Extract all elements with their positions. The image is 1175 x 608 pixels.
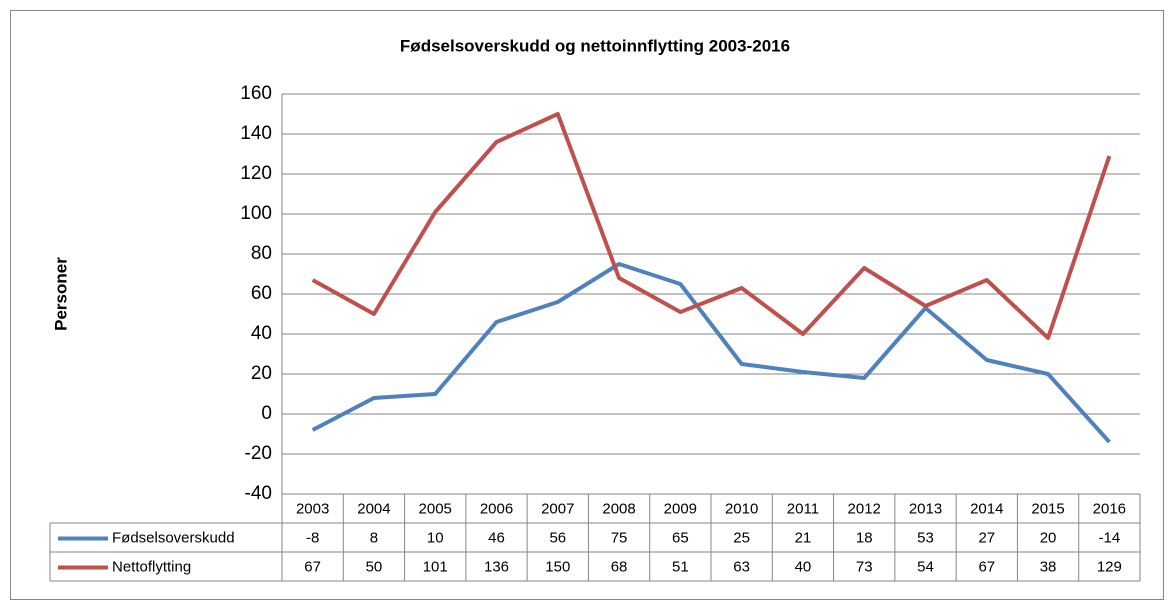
- table-value: 68: [611, 558, 628, 575]
- data-line: [311, 112, 1112, 340]
- table-value: -8: [306, 529, 319, 546]
- x-tick-label: 2013: [909, 500, 942, 517]
- table-value: 65: [672, 529, 689, 546]
- x-tick-label: 2009: [664, 500, 697, 517]
- x-tick-label: 2008: [602, 500, 635, 517]
- y-tick-label: 140: [240, 123, 272, 144]
- table-value: 67: [978, 558, 995, 575]
- table-value: 63: [733, 558, 750, 575]
- chart-border: [10, 10, 1164, 600]
- table-value: 50: [366, 558, 383, 575]
- y-tick-label: 60: [251, 283, 272, 304]
- x-tick-label: 2005: [419, 500, 452, 517]
- x-tick-label: 2004: [357, 500, 390, 517]
- table-value: 46: [488, 529, 505, 546]
- table-value: 101: [423, 558, 448, 575]
- table-value: 150: [545, 558, 570, 575]
- table-value: 10: [427, 529, 444, 546]
- x-tick-label: 2016: [1093, 500, 1126, 517]
- y-tick-label: 40: [251, 323, 272, 344]
- legend-label: Nettoflytting: [112, 558, 191, 575]
- table-value: 67: [304, 558, 321, 575]
- x-tick-label: 2015: [1031, 500, 1064, 517]
- legend-label: Fødselsoverskudd: [112, 529, 235, 546]
- table-value: 25: [733, 529, 750, 546]
- table-value: 40: [795, 558, 812, 575]
- y-tick-label: -40: [245, 483, 272, 504]
- table-value: 54: [917, 558, 934, 575]
- table-value: 51: [672, 558, 689, 575]
- x-tick-label: 2012: [848, 500, 881, 517]
- x-tick-label: 2007: [541, 500, 574, 517]
- y-tick-label: 120: [240, 163, 272, 184]
- data-line: [311, 262, 1111, 444]
- table-value: 27: [978, 529, 995, 546]
- x-tick-label: 2006: [480, 500, 513, 517]
- table-value: 73: [856, 558, 873, 575]
- y-tick-label: 0: [261, 403, 272, 424]
- table-value: 129: [1097, 558, 1122, 575]
- y-tick-label: -20: [245, 443, 272, 464]
- table-value: 8: [370, 529, 378, 546]
- table-value: 20: [1040, 529, 1057, 546]
- table-value: 18: [856, 529, 873, 546]
- table-value: 21: [795, 529, 812, 546]
- table-value: 38: [1040, 558, 1057, 575]
- x-tick-label: 2014: [970, 500, 1003, 517]
- table-value: -14: [1099, 529, 1121, 546]
- x-tick-label: 2011: [787, 500, 819, 517]
- y-tick-label: 80: [251, 243, 272, 264]
- y-tick-label: 160: [240, 83, 272, 104]
- x-tick-label: 2003: [296, 500, 329, 517]
- y-tick-label: 20: [251, 363, 272, 384]
- table-value: 75: [611, 529, 628, 546]
- table-value: 136: [484, 558, 509, 575]
- y-tick-label: 100: [240, 203, 272, 224]
- chart-title: Fødselsoverskudd og nettoinnflytting 200…: [400, 36, 790, 55]
- y-axis-label: Personer: [51, 257, 70, 331]
- x-tick-label: 2010: [725, 500, 758, 517]
- table-value: 53: [917, 529, 934, 546]
- table-value: 56: [549, 529, 566, 546]
